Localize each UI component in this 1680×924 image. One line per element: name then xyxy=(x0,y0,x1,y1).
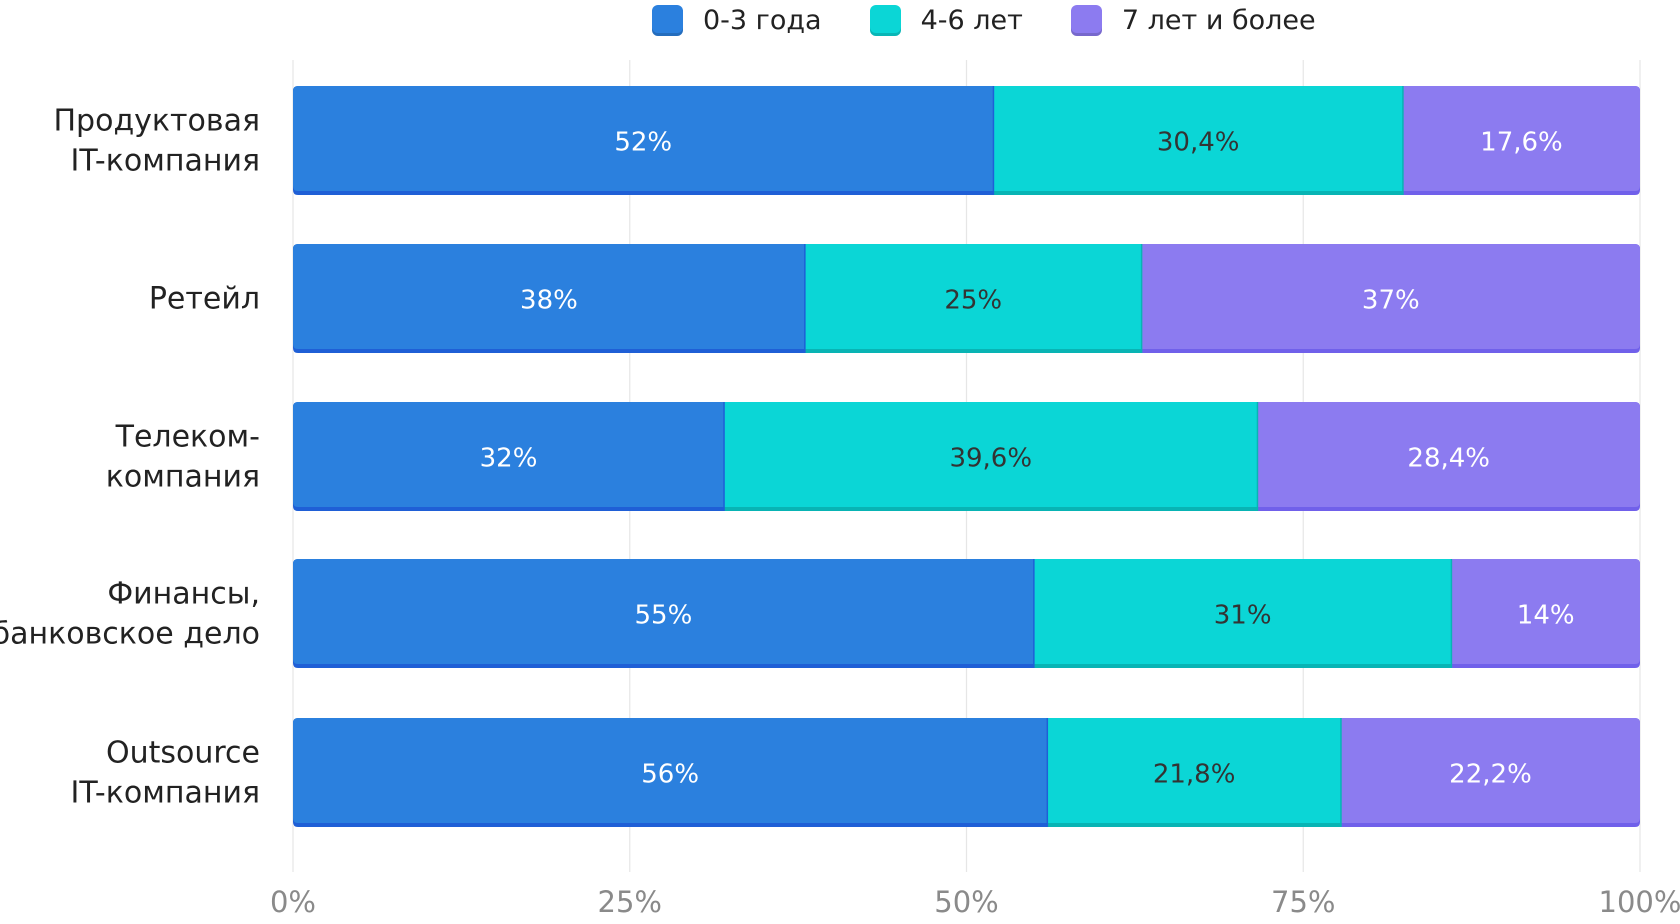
bar-segment-face xyxy=(724,402,1258,507)
bar-segment-face xyxy=(1141,244,1640,349)
x-tick-label: 75% xyxy=(1271,885,1335,919)
category-label: Телеком-компания xyxy=(106,420,260,495)
bar-segment-face xyxy=(1340,718,1640,823)
legend-label: 7 лет и более xyxy=(1121,4,1316,36)
category-label-line: компания xyxy=(106,460,260,495)
category-label-line: Продуктовая xyxy=(53,104,260,139)
data-label: 38% xyxy=(520,286,578,316)
bar-group: 56% 21,8% 22,2% xyxy=(293,718,1640,827)
category-label: Ретейл xyxy=(149,282,260,317)
x-tick-label: 25% xyxy=(598,885,662,919)
bar-segment-face xyxy=(804,244,1142,349)
category-label-line: IT-компания xyxy=(70,144,260,179)
bar-group: 38% 25% 37% xyxy=(293,244,1640,353)
legend-swatch xyxy=(1070,4,1102,36)
data-label: 14% xyxy=(1517,601,1575,631)
bar-segment-face xyxy=(1451,559,1640,664)
legend-item: 7 лет и более xyxy=(1070,4,1316,36)
bar-segment-face xyxy=(293,244,805,349)
data-label: 37% xyxy=(1362,286,1420,316)
legend-item: 0-3 года xyxy=(652,4,822,36)
data-label: 22,2% xyxy=(1449,760,1532,790)
data-label: 39,6% xyxy=(949,444,1032,474)
legend-label: 0-3 года xyxy=(703,4,822,36)
bar-segment-face xyxy=(993,86,1403,191)
bar-segment-face xyxy=(1257,402,1640,507)
bar-segment-face xyxy=(1402,86,1640,191)
data-label: 31% xyxy=(1214,601,1272,631)
bar-segment-face xyxy=(1047,718,1341,823)
bar-group: 52% 30,4% 17,6% xyxy=(293,86,1640,195)
data-label: 52% xyxy=(614,128,672,158)
category-label: Финансы, банковское дело xyxy=(0,577,260,652)
x-tick-label: 100% xyxy=(1599,885,1680,919)
x-tick-label: 0% xyxy=(270,885,316,919)
bar-segment-face xyxy=(293,559,1034,664)
data-label: 55% xyxy=(635,601,693,631)
category-label: Outsource IT-компания xyxy=(70,736,260,811)
data-label: 17,6% xyxy=(1480,128,1563,158)
data-label: 32% xyxy=(480,444,538,474)
data-label: 28,4% xyxy=(1407,444,1490,474)
legend: 0-3 года 4-6 лет 7 лет и более xyxy=(652,2,1364,38)
bar-group: 55% 31% 14% xyxy=(293,559,1640,668)
category-label-line: IT-компания xyxy=(70,776,260,811)
bar-segment-face xyxy=(293,718,1048,823)
category-label-line: банковское дело xyxy=(0,617,260,652)
data-label: 25% xyxy=(944,286,1002,316)
legend-item: 4-6 лет xyxy=(869,4,1023,36)
bar-group: 32% 39,6% 28,4% xyxy=(293,402,1640,511)
category-label: Продуктовая IT-компания xyxy=(53,104,260,179)
category-label-line: Outsource xyxy=(106,736,260,771)
data-label: 21,8% xyxy=(1153,760,1236,790)
category-label-line: Телеком- xyxy=(115,420,260,455)
bar-segment-face xyxy=(293,86,994,191)
category-label-line: Финансы, xyxy=(107,577,260,612)
category-label-line: Ретейл xyxy=(149,282,260,317)
data-label: 30,4% xyxy=(1157,128,1240,158)
x-tick-label: 50% xyxy=(934,885,998,919)
bar-segment-face xyxy=(1033,559,1452,664)
data-label: 56% xyxy=(641,760,699,790)
bar-segment-face xyxy=(293,402,725,507)
legend-label: 4-6 лет xyxy=(920,4,1023,36)
legend-swatch xyxy=(869,4,901,36)
legend-swatch xyxy=(652,4,683,36)
